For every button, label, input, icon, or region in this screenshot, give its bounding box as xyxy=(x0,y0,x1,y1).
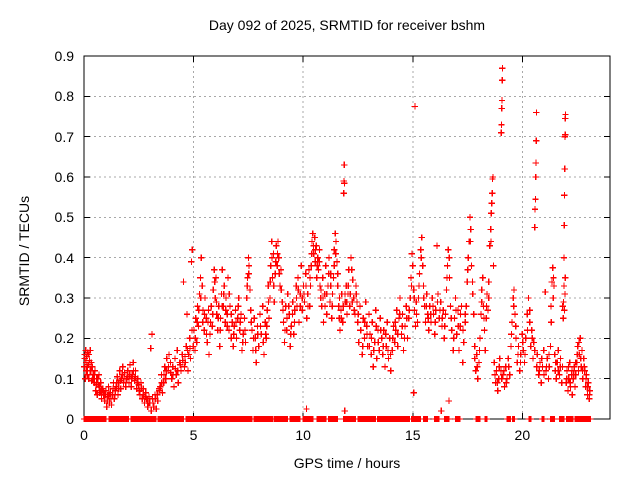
y-tick-label: 0.3 xyxy=(54,290,74,306)
x-tick-label: 5 xyxy=(189,427,198,443)
scatter-plus-markers xyxy=(80,64,594,423)
axis-tick-marks xyxy=(83,55,610,420)
y-tick-label: 0.9 xyxy=(54,48,74,64)
x-tick-label: 20 xyxy=(514,427,531,443)
x-axis-label: GPS time / hours xyxy=(293,455,401,471)
y-tick-label: 0 xyxy=(66,411,74,427)
x-tick-label: 15 xyxy=(404,427,421,443)
y-tick-label: 0.1 xyxy=(54,370,74,387)
y-tick-label: 0.4 xyxy=(54,249,74,266)
grid-lines xyxy=(84,56,610,419)
chart-title: Day 092 of 2025, SRMTID for receiver bsh… xyxy=(208,17,486,33)
y-tick-label: 0.6 xyxy=(54,169,74,185)
x-tick-label: 10 xyxy=(295,427,311,443)
plot-border xyxy=(83,55,611,420)
y-tick-label: 0.5 xyxy=(54,209,74,226)
y-tick-label: 0.8 xyxy=(54,88,74,105)
y-tick-label: 0.2 xyxy=(54,330,74,347)
y-tick-label: 0.7 xyxy=(54,128,74,145)
x-tick-label: 0 xyxy=(80,427,88,443)
